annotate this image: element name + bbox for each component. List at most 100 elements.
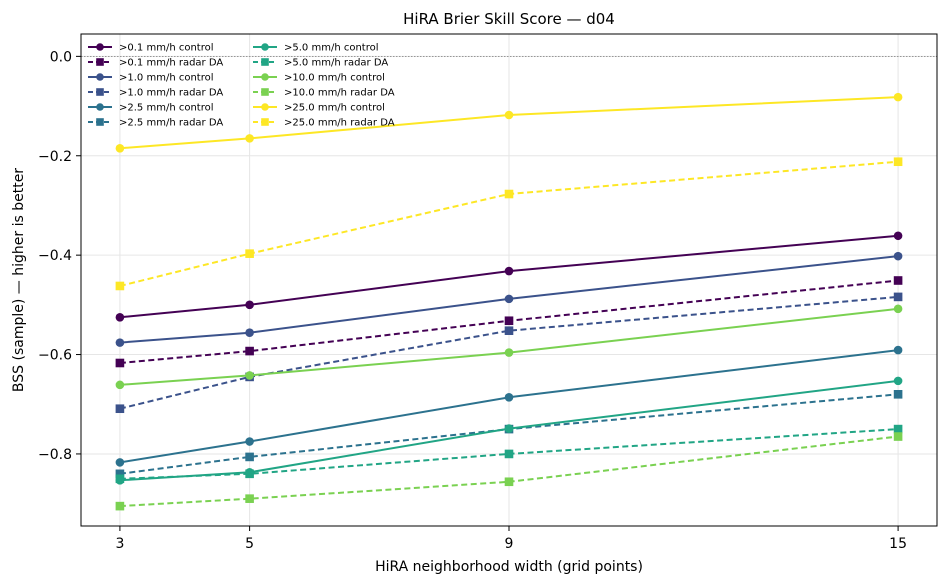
legend-entry: >25.0 mm/h control bbox=[253, 103, 385, 114]
data-point bbox=[504, 348, 514, 357]
series-line bbox=[119, 428, 899, 480]
data-point bbox=[504, 316, 514, 326]
data-point bbox=[115, 281, 125, 291]
data-point bbox=[261, 118, 269, 126]
data-point bbox=[504, 477, 514, 487]
legend-entry: >0.1 mm/h radar DA bbox=[88, 58, 223, 69]
legend-label: >2.5 mm/h control bbox=[119, 103, 214, 114]
series-line bbox=[119, 349, 899, 464]
series--25-0-mm-h-radar-da bbox=[115, 157, 903, 291]
legend-label: >25.0 mm/h radar DA bbox=[284, 118, 395, 129]
legend-label: >1.0 mm/h control bbox=[119, 73, 214, 84]
data-point bbox=[261, 73, 269, 81]
series-line bbox=[119, 393, 899, 475]
data-point bbox=[115, 380, 125, 390]
data-point bbox=[115, 404, 125, 414]
data-point bbox=[893, 276, 903, 285]
legend-entry: >10.0 mm/h control bbox=[253, 73, 385, 84]
y-tick-label: 0.0 bbox=[50, 49, 72, 65]
data-point bbox=[245, 469, 254, 479]
series--2-5-mm-h-control bbox=[115, 345, 903, 467]
x-axis-ticks: 3 5 9 15 bbox=[115, 526, 907, 552]
data-point bbox=[245, 371, 254, 380]
data-point bbox=[245, 452, 254, 462]
data-point bbox=[245, 249, 254, 258]
chart-title: HiRA Brier Skill Score — d04 bbox=[403, 10, 615, 28]
legend-label: >25.0 mm/h control bbox=[284, 103, 385, 114]
data-point bbox=[115, 144, 125, 153]
data-point bbox=[261, 103, 269, 111]
data-point bbox=[893, 304, 903, 314]
x-tick-label: 3 bbox=[115, 536, 124, 552]
data-point bbox=[893, 390, 903, 399]
series--0-1-mm-h-radar-da bbox=[115, 276, 903, 368]
data-point bbox=[115, 474, 125, 484]
data-point bbox=[115, 501, 125, 511]
series-layer bbox=[115, 92, 903, 511]
data-point bbox=[115, 312, 125, 322]
legend-label: >0.1 mm/h radar DA bbox=[119, 58, 223, 69]
data-point bbox=[504, 424, 514, 433]
legend-label: >10.0 mm/h radar DA bbox=[284, 88, 395, 99]
series--0-1-mm-h-control bbox=[115, 231, 903, 322]
y-tick-label: −0.8 bbox=[38, 447, 72, 463]
data-point bbox=[96, 73, 104, 81]
data-point bbox=[893, 231, 903, 241]
series--5-0-mm-h-radar-da bbox=[115, 424, 903, 484]
x-axis-label: HiRA neighborhood width (grid points) bbox=[375, 559, 643, 575]
legend-entry: >5.0 mm/h control bbox=[253, 43, 379, 54]
data-point bbox=[245, 134, 254, 143]
legend-label: >10.0 mm/h control bbox=[284, 73, 385, 84]
y-tick-label: −0.6 bbox=[38, 348, 72, 364]
data-point bbox=[504, 449, 514, 459]
data-point bbox=[115, 469, 125, 479]
legend-label: >1.0 mm/h radar DA bbox=[119, 88, 223, 99]
y-axis-ticks: 0.0 −0.2 −0.4 −0.6 −0.8 bbox=[38, 49, 81, 463]
data-point bbox=[504, 392, 514, 402]
legend-label: >2.5 mm/h radar DA bbox=[119, 118, 223, 129]
series-line bbox=[119, 160, 899, 287]
data-point bbox=[893, 157, 903, 167]
data-point bbox=[261, 43, 269, 51]
legend-entry: >2.5 mm/h radar DA bbox=[88, 118, 223, 129]
data-point bbox=[115, 338, 125, 347]
legend-label: >5.0 mm/h radar DA bbox=[284, 58, 388, 69]
data-point bbox=[96, 88, 104, 96]
data-point bbox=[504, 189, 514, 199]
data-point bbox=[261, 88, 269, 96]
data-point bbox=[504, 266, 514, 276]
data-point bbox=[893, 376, 903, 386]
data-point bbox=[96, 43, 104, 51]
data-point bbox=[893, 251, 903, 261]
data-point bbox=[245, 494, 254, 503]
series-line bbox=[119, 234, 899, 319]
x-tick-label: 5 bbox=[245, 536, 254, 552]
series-line bbox=[119, 295, 899, 410]
data-point bbox=[96, 118, 104, 126]
y-tick-label: −0.2 bbox=[38, 149, 72, 165]
series--10-0-mm-h-radar-da bbox=[115, 432, 903, 511]
data-point bbox=[245, 437, 254, 446]
series-line bbox=[119, 379, 899, 482]
data-point bbox=[893, 432, 903, 441]
data-point bbox=[504, 110, 514, 120]
series-line bbox=[119, 96, 899, 150]
data-point bbox=[245, 300, 254, 310]
data-point bbox=[245, 328, 254, 337]
x-tick-label: 15 bbox=[889, 536, 907, 552]
data-point bbox=[96, 103, 104, 111]
legend-entry: >10.0 mm/h radar DA bbox=[253, 88, 395, 99]
series-line bbox=[119, 279, 899, 364]
x-tick-label: 9 bbox=[505, 536, 514, 552]
legend: >0.1 mm/h control >0.1 mm/h radar DA >1.0 … bbox=[88, 43, 395, 129]
legend-entry: >1.0 mm/h control bbox=[88, 73, 214, 84]
y-tick-label: −0.4 bbox=[38, 248, 72, 264]
legend-entry: >1.0 mm/h radar DA bbox=[88, 88, 223, 99]
series-line bbox=[119, 307, 899, 386]
legend-entry: >5.0 mm/h radar DA bbox=[253, 58, 388, 69]
y-axis-label: BSS (sample) — higher is better bbox=[11, 168, 27, 392]
data-point bbox=[893, 292, 903, 302]
series--25-0-mm-h-control bbox=[115, 92, 903, 153]
series-line bbox=[119, 255, 899, 344]
data-point bbox=[893, 92, 903, 102]
